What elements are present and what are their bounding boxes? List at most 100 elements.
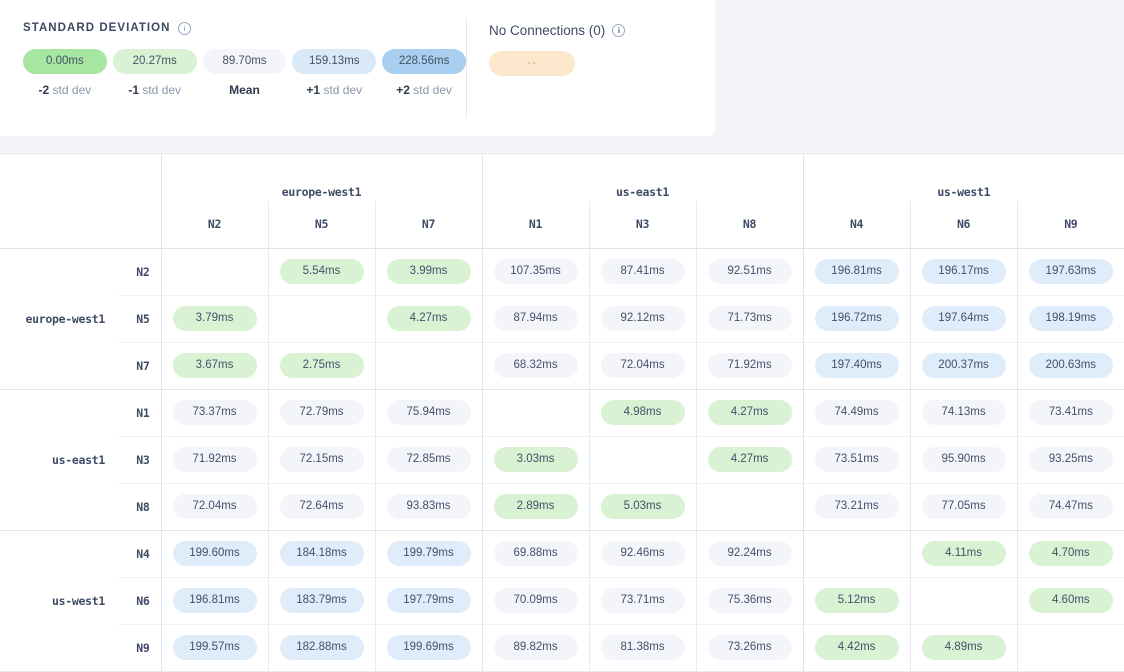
matrix-cell[interactable]: 74.13ms <box>909 388 1018 436</box>
matrix-cell[interactable]: 73.21ms <box>802 482 911 530</box>
matrix-cell[interactable]: 92.24ms <box>695 529 804 577</box>
matrix-cell[interactable]: 68.32ms <box>481 341 590 389</box>
matrix-cell[interactable]: 107.35ms <box>481 248 590 295</box>
matrix-cell[interactable] <box>374 341 483 389</box>
matrix-cell[interactable] <box>802 529 911 577</box>
latency-pill: 93.25ms <box>1028 447 1113 472</box>
matrix-cell[interactable]: 197.79ms <box>374 576 483 624</box>
matrix-cell[interactable]: 4.60ms <box>1016 576 1124 624</box>
matrix-cell[interactable]: 199.60ms <box>160 529 268 577</box>
latency-pill: 95.90ms <box>921 447 1006 472</box>
matrix-cell[interactable]: 199.79ms <box>374 529 483 577</box>
matrix-cell[interactable]: 93.25ms <box>1016 435 1124 483</box>
matrix-cell[interactable]: 73.26ms <box>695 623 804 671</box>
latency-pill: 196.81ms <box>172 588 257 613</box>
latency-pill: 198.19ms <box>1028 306 1113 331</box>
matrix-cell[interactable]: 3.79ms <box>160 294 268 342</box>
matrix-cell[interactable]: 182.88ms <box>267 623 375 671</box>
matrix-cell[interactable]: 196.17ms <box>909 248 1018 295</box>
matrix-cell[interactable]: 93.83ms <box>374 482 483 530</box>
matrix-cell[interactable]: 5.12ms <box>802 576 911 624</box>
row-node-N6: N6 <box>118 576 161 624</box>
column-group-us-east1: us-east1 <box>481 154 804 201</box>
row-node-N9: N9 <box>118 623 161 671</box>
matrix-cell[interactable]: 3.67ms <box>160 341 268 389</box>
matrix-cell[interactable]: 73.41ms <box>1016 388 1124 436</box>
matrix-cell[interactable] <box>909 576 1018 624</box>
matrix-cell[interactable]: 72.04ms <box>588 341 697 389</box>
matrix-cell[interactable]: 72.79ms <box>267 388 375 436</box>
matrix-cell[interactable]: 200.63ms <box>1016 341 1124 389</box>
matrix-cell[interactable] <box>588 435 697 483</box>
matrix-cell[interactable]: 4.27ms <box>374 294 483 342</box>
matrix-cell[interactable]: 87.94ms <box>481 294 590 342</box>
matrix-cell[interactable]: 87.41ms <box>588 248 697 295</box>
matrix-cell[interactable]: 71.92ms <box>695 341 804 389</box>
matrix-cell[interactable]: 92.51ms <box>695 248 804 295</box>
column-node-N9: N9 <box>1016 201 1124 249</box>
matrix-cell[interactable]: 197.63ms <box>1016 248 1124 295</box>
matrix-cell[interactable]: 71.73ms <box>695 294 804 342</box>
matrix-cell[interactable]: 69.88ms <box>481 529 590 577</box>
matrix-cell[interactable]: 73.71ms <box>588 576 697 624</box>
matrix-cell[interactable]: 198.19ms <box>1016 294 1124 342</box>
matrix-cell[interactable]: 72.85ms <box>374 435 483 483</box>
column-node-header-row: N2 N5 N7 N1 N3 N8 N4 N6 N9 <box>0 201 1124 249</box>
matrix-cell[interactable]: 4.98ms <box>588 388 697 436</box>
matrix-cell[interactable]: 4.70ms <box>1016 529 1124 577</box>
matrix-cell[interactable]: 74.49ms <box>802 388 911 436</box>
column-node-N6: N6 <box>909 201 1018 249</box>
matrix-cell[interactable]: 2.75ms <box>267 341 375 389</box>
matrix-cell[interactable]: 75.36ms <box>695 576 804 624</box>
column-node-N1: N1 <box>481 201 590 249</box>
matrix-cell[interactable]: 92.46ms <box>588 529 697 577</box>
matrix-cell[interactable]: 89.82ms <box>481 623 590 671</box>
column-node-N8: N8 <box>695 201 804 249</box>
matrix-cell[interactable]: 73.37ms <box>160 388 268 436</box>
info-icon[interactable] <box>177 21 191 35</box>
matrix-cell[interactable]: 81.38ms <box>588 623 697 671</box>
matrix-cell[interactable]: 199.57ms <box>160 623 268 671</box>
latency-pill: 197.79ms <box>386 588 471 613</box>
matrix-cell[interactable]: 5.54ms <box>267 248 375 295</box>
matrix-cell[interactable] <box>1016 623 1124 671</box>
matrix-cell[interactable]: 196.81ms <box>802 248 911 295</box>
matrix-cell[interactable]: 3.99ms <box>374 248 483 295</box>
matrix-cell[interactable]: 72.04ms <box>160 482 268 530</box>
matrix-cell[interactable]: 197.40ms <box>802 341 911 389</box>
matrix-cell[interactable]: 74.47ms <box>1016 482 1124 530</box>
matrix-cell[interactable] <box>267 294 375 342</box>
matrix-cell[interactable]: 184.18ms <box>267 529 375 577</box>
matrix-cell[interactable]: 196.81ms <box>160 576 268 624</box>
matrix-cell[interactable]: 4.89ms <box>909 623 1018 671</box>
matrix-cell[interactable]: 3.03ms <box>481 435 590 483</box>
matrix-cell[interactable]: 92.12ms <box>588 294 697 342</box>
matrix-cell[interactable]: 70.09ms <box>481 576 590 624</box>
matrix-cell[interactable] <box>695 482 804 530</box>
matrix-cell[interactable]: 183.79ms <box>267 576 375 624</box>
matrix-cell[interactable]: 77.05ms <box>909 482 1018 530</box>
info-icon[interactable] <box>612 23 626 37</box>
matrix-cell[interactable]: 71.92ms <box>160 435 268 483</box>
matrix-cell[interactable]: 72.64ms <box>267 482 375 530</box>
matrix-cell[interactable]: 4.27ms <box>695 435 804 483</box>
matrix-cell[interactable]: 75.94ms <box>374 388 483 436</box>
matrix-cell[interactable]: 95.90ms <box>909 435 1018 483</box>
matrix-cell[interactable]: 196.72ms <box>802 294 911 342</box>
matrix-cell[interactable]: 72.15ms <box>267 435 375 483</box>
latency-pill: 73.71ms <box>600 588 685 613</box>
matrix-cell[interactable] <box>481 388 590 436</box>
matrix-cell[interactable] <box>160 248 268 295</box>
matrix-cell[interactable]: 4.42ms <box>802 623 911 671</box>
matrix-cell[interactable]: 197.64ms <box>909 294 1018 342</box>
matrix-cell[interactable]: 73.51ms <box>802 435 911 483</box>
matrix-cell[interactable]: 4.27ms <box>695 388 804 436</box>
std-dev-stop: 89.70ms Mean <box>202 49 287 97</box>
latency-pill: 183.79ms <box>279 588 364 613</box>
matrix-cell[interactable]: 4.11ms <box>909 529 1018 577</box>
matrix-cell[interactable]: 5.03ms <box>588 482 697 530</box>
matrix-cell[interactable]: 200.37ms <box>909 341 1018 389</box>
matrix-cell[interactable]: 199.69ms <box>374 623 483 671</box>
matrix-cell[interactable]: 2.89ms <box>481 482 590 530</box>
